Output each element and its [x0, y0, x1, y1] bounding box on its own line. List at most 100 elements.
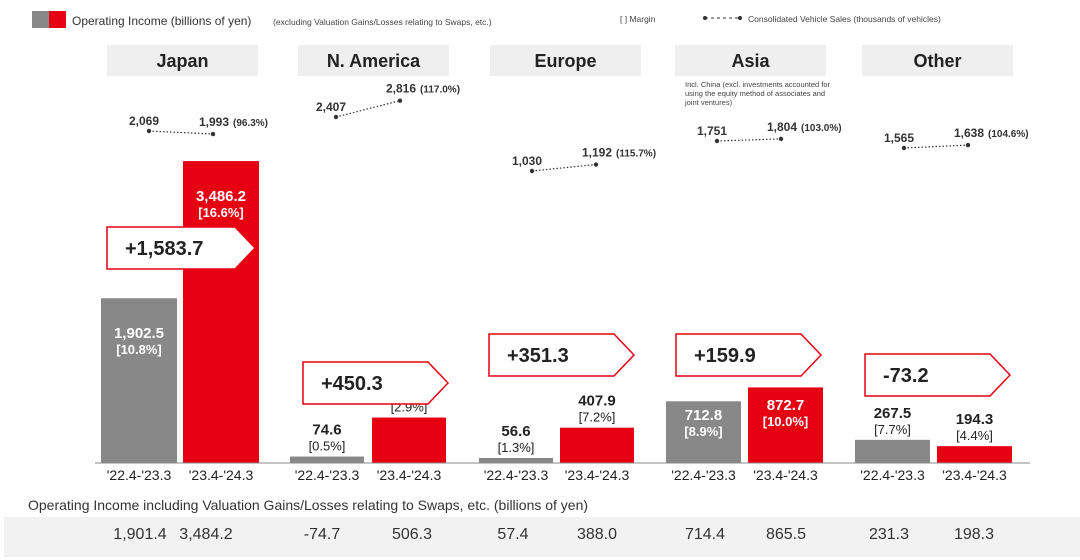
legend-sales-dot: [738, 16, 742, 20]
bar-prev: [479, 458, 553, 463]
sales-ratio: (96.3%): [233, 118, 268, 129]
period-label: '23.4-'24.3: [189, 467, 254, 483]
footer-value: 57.4: [497, 526, 528, 543]
sales-line: [716, 138, 782, 142]
region-header: [107, 45, 258, 76]
sales-point: [714, 138, 720, 144]
sales-label: 1,030: [512, 154, 542, 168]
legend: Operating Income (billions of yen) (excl…: [32, 11, 941, 28]
period-label: '22.4-'23.3: [295, 467, 360, 483]
footer-value: -74.7: [304, 526, 341, 543]
region-header: [490, 45, 641, 76]
period-label: '22.4-'23.3: [671, 467, 736, 483]
sales-point: [333, 114, 339, 120]
sales-label: 2,069: [129, 114, 159, 128]
bar-margin-label: [7.2%]: [579, 410, 616, 425]
bar-curr: [372, 417, 446, 463]
bar-value-label: 267.5: [874, 405, 912, 422]
bar-margin-label: [10.8%]: [116, 342, 162, 357]
bar-prev: [290, 456, 364, 463]
legend-sales-label: Consolidated Vehicle Sales (thousands of…: [748, 14, 941, 24]
bar-curr: [560, 427, 634, 463]
sales-label: 2,407: [316, 100, 346, 114]
legend-income-note: (excluding Valuation Gains/Losses relati…: [273, 17, 492, 27]
period-label: '22.4-'23.3: [107, 467, 172, 483]
period-label: '23.4-'24.3: [377, 467, 442, 483]
bar-value-label: 56.6: [501, 423, 530, 440]
footer-band: [4, 517, 1080, 557]
sales-point: [146, 128, 152, 134]
footer-value: 506.3: [392, 526, 432, 543]
period-label: '23.4-'24.3: [753, 467, 818, 483]
sales-point: [397, 98, 403, 103]
bar-value-label: 3,486.2: [196, 188, 246, 205]
region-header: [862, 45, 1013, 76]
bar-value-label: 74.6: [312, 422, 341, 439]
region-group: N. America74.6[0.5%]'22.4-'23.3524.9[2.9…: [290, 45, 460, 483]
sales-label: 1,565: [884, 131, 914, 145]
difference-arrow: [302, 361, 450, 405]
sales-line: [148, 130, 214, 135]
difference-label: +351.3: [507, 345, 569, 367]
bar-curr: [937, 446, 1012, 463]
difference-label: +1,583.7: [125, 238, 203, 260]
sales-line: [903, 144, 969, 149]
region-header: [298, 45, 449, 76]
bar-curr: [183, 161, 259, 463]
period-label: '23.4-'24.3: [565, 467, 630, 483]
bar-value-label: 712.8: [685, 407, 723, 424]
bar-margin-label: [7.7%]: [874, 422, 911, 437]
sales-label: 1,993: [199, 115, 229, 129]
footer-value: 198.3: [954, 526, 994, 543]
sales-label: 1,192: [582, 146, 612, 160]
footer-table: Operating Income including Valuation Gai…: [4, 497, 1080, 557]
bar-margin-label: [10.0%]: [763, 414, 809, 429]
region-label: N. America: [327, 51, 421, 71]
sales-ratio: (115.7%): [616, 149, 656, 160]
bar-margin-label: [8.9%]: [684, 424, 722, 439]
difference-label: +159.9: [694, 345, 756, 367]
sales-line: [335, 100, 401, 118]
bar-margin-label: [16.6%]: [198, 205, 244, 220]
sales-label: 1,804: [767, 120, 797, 134]
sales-ratio: (103.0%): [801, 123, 842, 134]
sales-point: [901, 145, 907, 151]
region-header: [675, 45, 826, 76]
difference-label: +450.3: [321, 373, 383, 395]
legend-prev-swatch: [32, 11, 49, 28]
sales-label: 1,751: [697, 124, 727, 138]
period-label: '22.4-'23.3: [484, 467, 549, 483]
footer-value: 3,484.2: [179, 526, 232, 543]
region-group: Other 267.5[7.7%] '22.4-'23.3 194.3[4.4%] '2…: [855, 45, 1029, 483]
sales-point: [593, 162, 599, 167]
plot-area: Japan 1,902.5[10.8%] '22.4-'23.3 3,486.2[16…: [101, 45, 1029, 483]
legend-sales-dot: [703, 16, 707, 20]
region-group: Japan 1,902.5[10.8%] '22.4-'23.3 3,486.2[16…: [101, 45, 268, 483]
sales-point: [529, 168, 535, 174]
footer-title: Operating Income including Valuation Gai…: [28, 497, 588, 513]
legend-income-label: Operating Income (billions of yen): [72, 14, 251, 28]
region-group: Asia Incl. China (excl. investments accou…: [666, 45, 842, 483]
bar-value-label: 194.3: [956, 411, 994, 428]
sales-ratio: (104.6%): [988, 129, 1029, 140]
footer-value: 1,901.4: [113, 526, 166, 543]
bar-value-label: 407.9: [578, 393, 616, 410]
footer-value: 231.3: [869, 526, 909, 543]
sales-line: [531, 163, 597, 172]
sales-point: [965, 142, 971, 148]
bar-margin-label: [4.4%]: [956, 428, 993, 443]
difference-arrow: [106, 226, 257, 270]
sales-label: 1,638: [954, 126, 984, 140]
footer-value: 714.4: [685, 526, 725, 543]
bar-curr: [748, 387, 823, 463]
region-note: Incl. China (excl. investments accounted…: [684, 80, 831, 107]
footer-value: 388.0: [577, 526, 617, 543]
period-label: '23.4-'24.3: [942, 467, 1007, 483]
bar-margin-label: [1.3%]: [498, 440, 535, 455]
region-label: Europe: [534, 51, 596, 71]
difference-arrow: [488, 333, 636, 377]
legend-margin-label: [ ] Margin: [620, 14, 656, 24]
region-label: Asia: [731, 51, 770, 71]
legend-curr-swatch: [49, 11, 66, 28]
